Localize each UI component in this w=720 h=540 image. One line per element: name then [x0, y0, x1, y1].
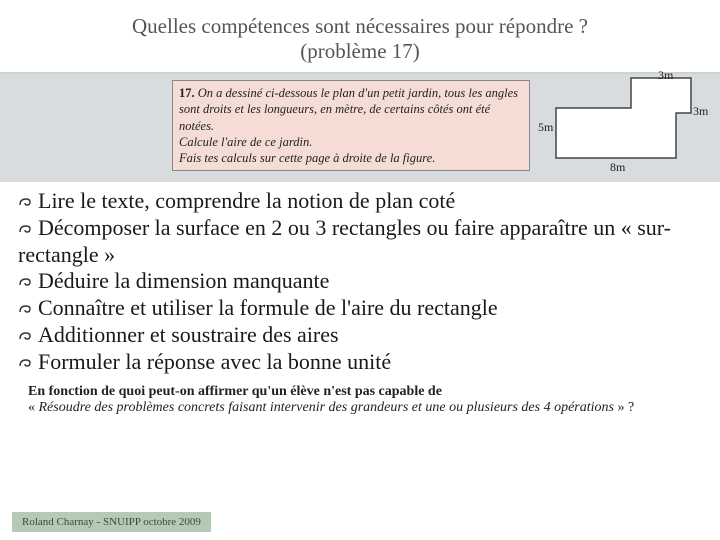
competency-text: Connaître et utiliser la formule de l'ai…	[38, 295, 498, 320]
competency-list: Lire le texte, comprendre la notion de p…	[0, 182, 720, 380]
title-line-2: (problème 17)	[300, 39, 420, 63]
competency-text: Lire le texte, comprendre la notion de p…	[38, 188, 455, 213]
garden-outline	[556, 78, 691, 158]
competency-item: Additionner et soustraire des aires	[18, 322, 704, 349]
bullet-icon	[18, 194, 38, 214]
competency-item: Déduire la dimension manquante	[18, 268, 704, 295]
dim-top: 3m	[658, 68, 673, 83]
bullet-icon	[18, 355, 38, 375]
slide-title: Quelles compétences sont nécessaires pou…	[20, 14, 700, 64]
competency-item: Décomposer la surface en 2 ou 3 rectangl…	[18, 215, 704, 269]
garden-plan-figure: 5m 3m 3m 8m	[538, 68, 710, 186]
question-line-2: « Résoudre des problèmes concrets faisan…	[28, 400, 698, 416]
problem-text: On a dessiné ci-dessous le plan d'un pet…	[179, 86, 518, 165]
q2-italic: Résoudre des problèmes concrets faisant …	[39, 400, 614, 415]
dim-left: 5m	[538, 120, 553, 135]
closing-question: En fonction de quoi peut-on affirmer qu'…	[0, 380, 720, 418]
competency-item: Connaître et utiliser la formule de l'ai…	[18, 295, 704, 322]
slide-header: Quelles compétences sont nécessaires pou…	[0, 0, 720, 74]
competency-item: Formuler la réponse avec la bonne unité	[18, 349, 704, 376]
bullet-icon	[18, 301, 38, 321]
problem-statement-box: 17. On a dessiné ci-dessous le plan d'un…	[172, 80, 530, 171]
competency-item: Lire le texte, comprendre la notion de p…	[18, 188, 704, 215]
competency-text: Formuler la réponse avec la bonne unité	[38, 349, 391, 374]
bullet-icon	[18, 274, 38, 294]
bullet-icon	[18, 221, 38, 241]
title-line-1: Quelles compétences sont nécessaires pou…	[132, 14, 588, 38]
problem-number: 17.	[179, 86, 195, 100]
bullet-icon	[18, 328, 38, 348]
dim-bottom: 8m	[610, 160, 625, 175]
competency-text: Déduire la dimension manquante	[38, 268, 329, 293]
question-line-1: En fonction de quoi peut-on affirmer qu'…	[28, 384, 698, 400]
competency-text: Décomposer la surface en 2 ou 3 rectangl…	[18, 215, 671, 267]
dim-right: 3m	[693, 104, 708, 119]
competency-text: Additionner et soustraire des aires	[38, 322, 339, 347]
footer-credit: Roland Charnay - SNUIPP octobre 2009	[12, 512, 211, 532]
q2-prefix: «	[28, 400, 39, 415]
problem-band: 17. On a dessiné ci-dessous le plan d'un…	[0, 74, 720, 182]
q2-suffix: » ?	[614, 400, 634, 415]
footer-text: Roland Charnay - SNUIPP octobre 2009	[22, 516, 201, 528]
